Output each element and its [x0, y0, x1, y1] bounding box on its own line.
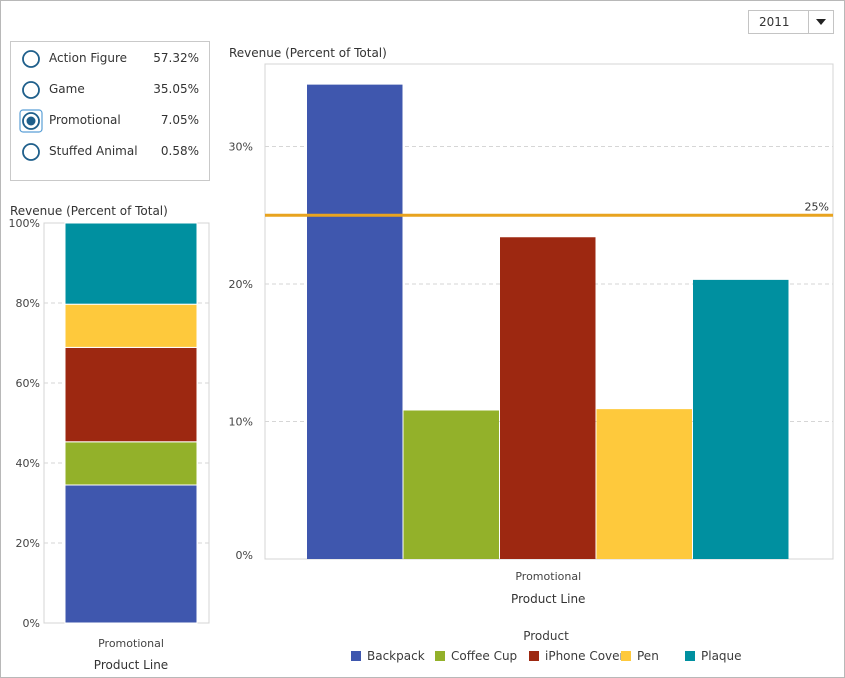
legend-label: iPhone Cover: [545, 649, 625, 663]
y-tick-label: 20%: [229, 278, 253, 291]
bar-pen: [596, 409, 692, 559]
radio-item-action-figure[interactable]: Action Figure 57.32%: [11, 46, 209, 72]
y-tick-label: 20%: [16, 537, 40, 550]
y-tick-label: 100%: [9, 217, 40, 230]
legend-label: Coffee Cup: [451, 649, 518, 663]
bar-segment-iphone-cover: [64, 346, 198, 443]
bar-plaque: [693, 279, 789, 559]
x-tick-label: Promotional: [515, 570, 581, 583]
product-line-radio-list: Action Figure 57.32% Game 35.05% Promoti…: [10, 41, 210, 181]
bar-segment-plaque: [64, 222, 198, 305]
stacked-bar-chart: 0% 20% 40% 60% 80% 100% Promotional Product Lin…: [9, 217, 210, 671]
reference-line-label: 25%: [805, 200, 829, 213]
chevron-down-icon: [816, 19, 826, 25]
x-axis-label: Product Line: [511, 592, 585, 606]
y-tick-label: 0%: [23, 617, 40, 630]
year-dropdown-value: 2011: [759, 15, 790, 29]
bar-segment-backpack: [64, 484, 198, 624]
dropdown-button[interactable]: [808, 11, 833, 33]
y-tick-label: 30%: [229, 141, 253, 154]
radio-label: Game: [49, 82, 85, 96]
legend-title: Product: [523, 629, 569, 643]
y-tick-label: 80%: [16, 297, 40, 310]
legend-swatch: [685, 651, 695, 661]
bar-iphone-cover: [500, 237, 596, 559]
bar-backpack: [307, 84, 403, 559]
radio-percent: 35.05%: [153, 82, 199, 96]
y-tick-label: 0%: [236, 549, 253, 562]
bar-segment-coffee-cup: [64, 441, 198, 486]
radio-item-promotional[interactable]: Promotional 7.05%: [11, 108, 209, 134]
radio-item-stuffed-animal[interactable]: Stuffed Animal 0.58%: [11, 139, 209, 165]
bar-coffee-cup: [403, 410, 499, 559]
radio-percent: 7.05%: [160, 113, 199, 127]
legend-swatch: [435, 651, 445, 661]
legend-swatch: [351, 651, 361, 661]
grouped-bar-chart: 0% 10% 20% 30% 25% Promotional Product Line: [229, 63, 834, 606]
legend-swatch: [529, 651, 539, 661]
radio-button-icon[interactable]: [22, 143, 40, 161]
radio-percent: 0.58%: [160, 144, 199, 158]
legend-label: Backpack: [367, 649, 425, 663]
legend-label: Plaque: [701, 649, 742, 663]
radio-button-icon[interactable]: [22, 81, 40, 99]
y-tick-label: 40%: [16, 457, 40, 470]
legend-label: Pen: [637, 649, 659, 663]
legend-swatch: [621, 651, 631, 661]
year-dropdown[interactable]: 2011: [748, 10, 834, 34]
chart-legend: Product Backpack Coffee Cup iPhone Cover Pe…: [331, 629, 761, 669]
radio-label: Action Figure: [49, 51, 128, 65]
y-tick-label: 60%: [16, 377, 40, 390]
left-chart-title: Revenue (Percent of Total): [10, 204, 168, 218]
bar-segment-pen: [64, 303, 198, 348]
radio-label: Promotional: [49, 113, 121, 127]
x-axis-label: Product Line: [94, 658, 168, 671]
radio-button-icon[interactable]: [22, 50, 40, 68]
radio-item-game[interactable]: Game 35.05%: [11, 77, 209, 103]
x-tick-label: Promotional: [98, 637, 164, 650]
right-chart-title: Revenue (Percent of Total): [229, 46, 387, 60]
y-tick-label: 10%: [229, 416, 253, 429]
radio-label: Stuffed Animal: [49, 144, 138, 158]
radio-percent: 57.32%: [153, 51, 199, 65]
radio-button-selected-icon[interactable]: [19, 109, 43, 133]
